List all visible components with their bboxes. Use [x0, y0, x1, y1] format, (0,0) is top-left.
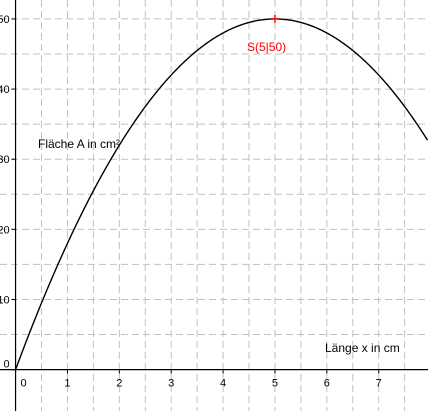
x-axis-label: Länge x in cm: [325, 341, 400, 355]
y-tick-label: 30: [0, 154, 10, 166]
vertex-annotation: S(5|50): [247, 40, 286, 54]
y-axis-label: Fläche A in cm²: [38, 137, 120, 151]
x-tick-label: 0: [21, 378, 27, 390]
x-tick-label: 2: [116, 378, 122, 390]
x-tick-label: 5: [272, 378, 278, 390]
y-tick-label: 0: [3, 359, 9, 371]
y-tick-label: 20: [0, 224, 10, 236]
parabola-curve: [14, 18, 428, 370]
y-tick-label: 40: [0, 84, 10, 96]
x-tick-label: 1: [64, 378, 70, 390]
y-tick-label: 10: [0, 294, 10, 306]
y-tick-label: 50: [0, 14, 10, 26]
vertex-marker: [270, 14, 279, 23]
x-tick-label: 6: [324, 378, 330, 390]
x-tick-label: 7: [376, 378, 382, 390]
x-tick-label: 4: [220, 378, 226, 390]
x-tick-label: 3: [168, 378, 174, 390]
tick-labels: 0 1 2 3 4 5 6 7 0 10 20 30 40 50: [0, 14, 382, 390]
